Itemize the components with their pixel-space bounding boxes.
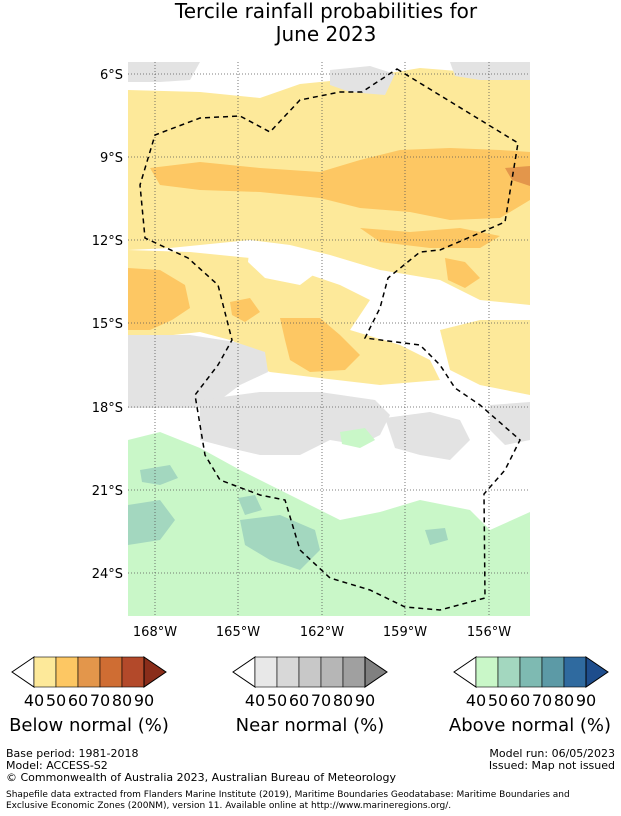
lon-tick: 156°W: [467, 625, 511, 640]
eez-boundary: [139, 68, 521, 611]
above-normal-50-region-4: [238, 495, 262, 515]
lat-tick: 21°S: [92, 484, 123, 499]
footer-right: Model run: 06/05/2023 Issued: Map not is…: [489, 748, 615, 772]
map-fields: [128, 62, 530, 616]
lat-ticks: 6°S 9°S 12°S 15°S 18°S 21°S 24°S: [92, 68, 123, 582]
colorbar-tick-label: 40: [245, 691, 265, 710]
colorbar-low-arrow: [232, 656, 256, 688]
below-normal-40-region-east: [440, 320, 530, 395]
lon-tick: 162°W: [300, 625, 344, 640]
colorbar-segment: [77, 656, 101, 688]
colorbar-tick-label: 60: [68, 691, 88, 710]
colorbar-tick-label: 60: [510, 691, 530, 710]
above-normal-50-region-2: [128, 500, 175, 545]
colorbar-segment: [254, 656, 278, 688]
below-normal-50-region-mid: [360, 228, 500, 248]
colorbar-low-arrow: [11, 656, 35, 688]
colorbar-tick-label: 90: [134, 691, 154, 710]
colorbar-tick-label: 60: [289, 691, 309, 710]
above-normal-50-region-1: [240, 515, 320, 570]
below-normal-60-region: [505, 166, 530, 186]
rainfall-map: 6°S 9°S 12°S 15°S 18°S 21°S 24°S 168°W 1…: [92, 62, 530, 640]
colorbar-tick-label: 50: [46, 691, 66, 710]
colorbar-tick-label: 70: [311, 691, 331, 710]
model-name: Model: ACCESS-S2: [6, 759, 108, 772]
shapefile-credit: Shapefile data extracted from Flanders M…: [6, 790, 570, 811]
near-normal-region-top-west: [128, 62, 200, 82]
lat-tick: 12°S: [92, 234, 123, 249]
colorbar-tick-label: 90: [576, 691, 596, 710]
near-normal-region-east: [385, 412, 470, 460]
colorbar-segment: [475, 656, 499, 688]
near-normal-region-top-east: [450, 62, 530, 80]
map-title: Tercile rainfall probabilities for June …: [0, 0, 621, 46]
colorbar-tick-label: 90: [355, 691, 375, 710]
colorbar-segment: [55, 656, 79, 688]
issued-status: Issued: Map not issued: [488, 759, 615, 772]
lat-tick: 18°S: [92, 401, 123, 416]
colorbar-segment: [563, 656, 587, 688]
colorbar-segment: [497, 656, 521, 688]
below-normal-50-region-north: [150, 148, 530, 220]
no-signal-region-east: [470, 450, 530, 505]
lat-tick: 24°S: [92, 567, 123, 582]
above-normal-40-region-south: [128, 432, 530, 616]
colorbar-tick-label: 80: [112, 691, 132, 710]
colorbar-tick-label: 40: [24, 691, 44, 710]
colorbar-segment: [320, 656, 344, 688]
colorbar-tick-label: 80: [333, 691, 353, 710]
colorbar-segment: [276, 656, 300, 688]
colorbar-high-arrow: [585, 656, 609, 688]
colorbar-high-arrow: [364, 656, 388, 688]
lon-tick: 165°W: [216, 625, 260, 640]
lon-ticks: 168°W 165°W 162°W 159°W 156°W: [133, 625, 511, 640]
above-normal-colorbar: 40 50 60 70 80 90: [453, 656, 609, 710]
colorbar-segment: [298, 656, 322, 688]
title-line-2: June 2023: [275, 22, 377, 46]
colorbar-tick-label: 50: [267, 691, 287, 710]
lat-tick: 6°S: [100, 68, 123, 83]
colorbar-high-arrow: [143, 656, 167, 688]
colorbar-segment: [519, 656, 543, 688]
colorbar-tick-label: 80: [554, 691, 574, 710]
lat-tick: 15°S: [92, 317, 123, 332]
above-normal-50-region-3: [140, 465, 178, 485]
lat-tick: 9°S: [100, 151, 123, 166]
above-normal-label: Above normal (%): [448, 715, 612, 736]
lon-tick: 159°W: [383, 625, 427, 640]
colorbar-tick-label: 40: [466, 691, 486, 710]
below-normal-50-region-west: [128, 268, 190, 330]
colorbars: 40 50 60 70 80 90 40 50 60 70 80 90 40 50 60 70 80 90: [11, 656, 609, 710]
colorbar-low-arrow: [453, 656, 477, 688]
model-run: Model run: 06/05/2023: [489, 747, 615, 760]
below-normal-colorbar: 40 50 60 70 80 90: [11, 656, 167, 710]
lon-tick: 168°W: [133, 625, 177, 640]
near-normal-region-north-mid: [330, 66, 395, 95]
no-signal-region-mid: [248, 245, 320, 285]
colorbar-tick-label: 70: [90, 691, 110, 710]
title-line-1: Tercile rainfall probabilities for: [174, 0, 478, 23]
colorbar-tick-label: 50: [488, 691, 508, 710]
colorbar-segment: [541, 656, 565, 688]
gridlines: [128, 62, 530, 616]
base-period: Base period: 1981-2018: [6, 747, 139, 760]
colorbar-segment: [342, 656, 366, 688]
near-normal-region-mid-west: [128, 335, 268, 408]
colorbar-tick-label: 70: [532, 691, 552, 710]
colorbar-segment: [121, 656, 145, 688]
no-signal-region-south: [300, 465, 420, 510]
below-normal-50-region-small: [230, 298, 260, 322]
colorbar-segment: [99, 656, 123, 688]
below-normal-label: Below normal (%): [9, 715, 169, 736]
colorbar-segment: [33, 656, 57, 688]
copyright: © Commonwealth of Australia 2023, Austra…: [6, 771, 396, 784]
below-normal-50-region-center: [280, 318, 360, 372]
near-normal-colorbar: 40 50 60 70 80 90: [232, 656, 388, 710]
below-normal-50-region-east: [445, 258, 480, 288]
near-normal-label: Near normal (%): [235, 715, 385, 736]
footer-left: Base period: 1981-2018 Model: ACCESS-S2 …: [6, 748, 396, 784]
above-normal-50-region-5: [425, 528, 448, 545]
near-normal-region-far-east: [490, 402, 530, 445]
above-normal-40-region-center: [340, 428, 375, 448]
